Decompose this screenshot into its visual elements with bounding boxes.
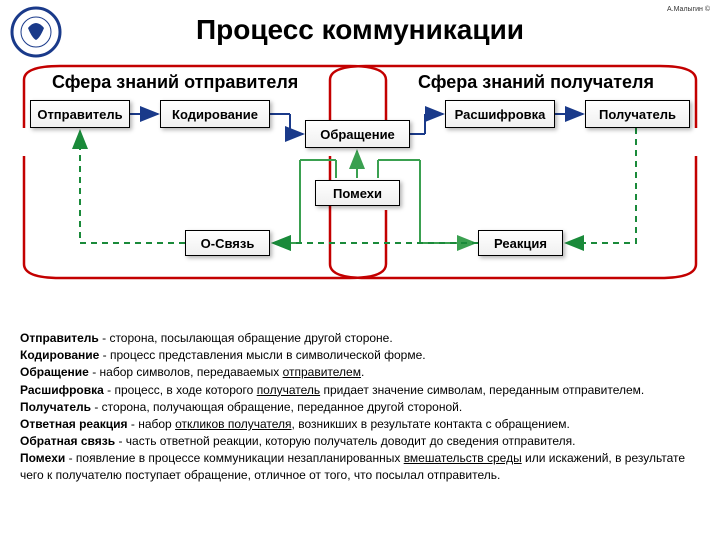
node-feedback: О-Связь [185,230,270,256]
node-sender: Отправитель [30,100,130,128]
definition-line: Обратная связь - часть ответной реакции,… [20,433,700,449]
definition-line: Получатель - сторона, получающая обращен… [20,399,700,415]
definition-line: Помехи - появление в процессе коммуникац… [20,450,700,482]
node-reaction: Реакция [478,230,563,256]
node-noise: Помехи [315,180,400,206]
dome-label-right: Сфера знаний получателя [418,72,654,93]
definition-line: Кодирование - процесс представления мысл… [20,347,700,363]
definitions: Отправитель - сторона, посылающая обраще… [20,330,700,484]
attribution: А.Малыгин © [667,6,710,13]
node-receiver: Получатель [585,100,690,128]
definition-line: Отправитель - сторона, посылающая обраще… [20,330,700,346]
definition-line: Расшифровка - процесс, в ходе которого п… [20,382,700,398]
definition-line: Ответная реакция - набор откликов получа… [20,416,700,432]
definition-line: Обращение - набор символов, передаваемых… [20,364,700,380]
node-message: Обращение [305,120,410,148]
node-decode: Расшифровка [445,100,555,128]
node-encode: Кодирование [160,100,270,128]
dome-label-left: Сфера знаний отправителя [52,72,298,93]
page-title: Процесс коммуникации [0,14,720,46]
